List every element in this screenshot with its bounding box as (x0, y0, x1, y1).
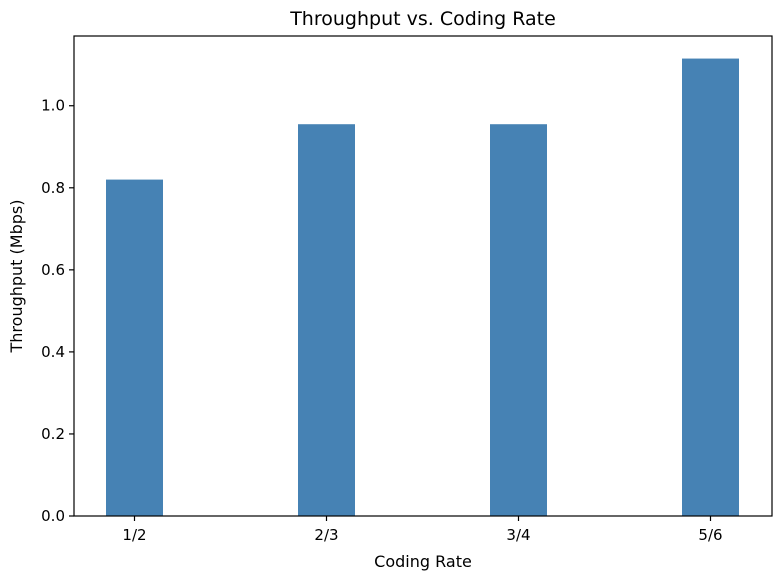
x-tick-label: 3/4 (506, 526, 530, 544)
chart-title: Throughput vs. Coding Rate (289, 8, 556, 30)
y-axis-ticks: 0.0 0.2 0.4 0.6 0.8 1.0 (41, 97, 74, 525)
x-tick-label: 2/3 (314, 526, 338, 544)
y-tick-label: 0.8 (41, 179, 65, 197)
y-tick-label: 1.0 (41, 97, 65, 115)
plot-frame (73, 35, 773, 517)
x-axis-label: Coding Rate (374, 552, 472, 571)
x-axis-ticks: 1/2 2/3 3/4 5/6 (122, 516, 723, 544)
y-tick-label: 0.6 (41, 261, 65, 279)
x-tick-label: 5/6 (698, 526, 722, 544)
x-tick-label: 1/2 (122, 526, 146, 544)
y-tick-label: 0.0 (41, 507, 65, 525)
bars-group (106, 58, 739, 517)
plot-area: 0.0 0.2 0.4 0.6 0.8 1.0 1/2 2/3 3/4 5/6 (41, 35, 773, 544)
bar-1-2 (106, 179, 163, 517)
y-tick-label: 0.2 (41, 425, 65, 443)
y-axis-label: Throughput (Mbps) (7, 200, 26, 354)
y-tick-label: 0.4 (41, 343, 65, 361)
bar-2-3 (298, 124, 355, 516)
bar-3-4 (490, 124, 547, 516)
bar-5-6 (682, 58, 739, 517)
